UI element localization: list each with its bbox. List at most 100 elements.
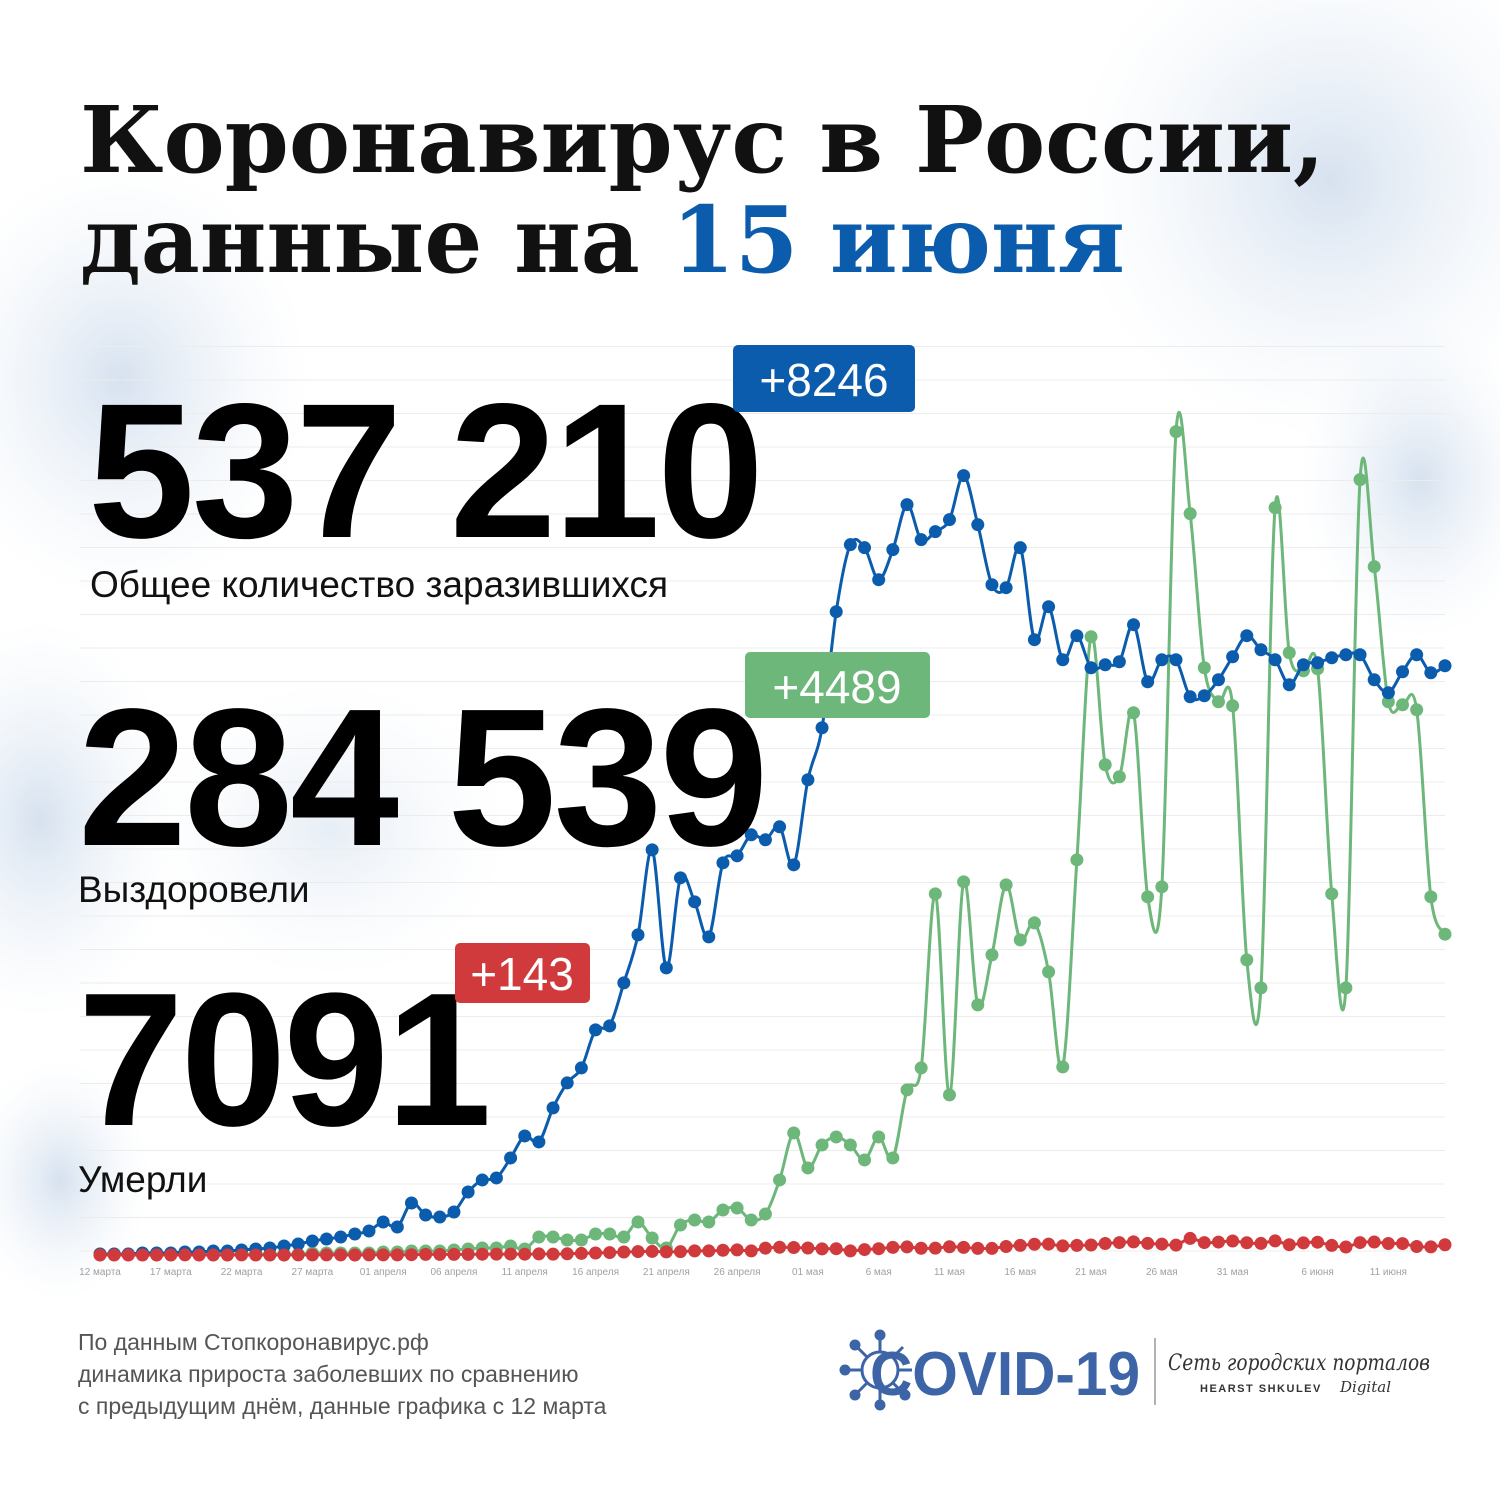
data-point bbox=[150, 1248, 164, 1262]
x-tick-label: 11 мая bbox=[934, 1267, 965, 1278]
data-point bbox=[1084, 661, 1098, 675]
x-tick-label: 16 апреля bbox=[572, 1267, 619, 1278]
data-point bbox=[320, 1248, 334, 1262]
data-point bbox=[1098, 758, 1112, 772]
x-tick-label: 6 июня bbox=[1301, 1267, 1333, 1278]
data-point bbox=[1268, 653, 1282, 667]
data-point bbox=[645, 1244, 659, 1258]
data-point bbox=[1226, 650, 1240, 664]
data-point bbox=[107, 1248, 121, 1262]
data-point bbox=[546, 1101, 560, 1115]
data-point bbox=[461, 1185, 475, 1199]
data-point bbox=[1056, 1239, 1070, 1253]
data-point bbox=[631, 1245, 645, 1259]
data-point bbox=[1027, 916, 1041, 930]
data-point bbox=[461, 1247, 475, 1261]
data-point bbox=[603, 1227, 617, 1241]
x-tick-label: 01 апреля bbox=[360, 1267, 407, 1278]
data-point bbox=[589, 1246, 603, 1260]
stat-total: 284 539 bbox=[78, 668, 766, 887]
data-point bbox=[843, 1138, 857, 1152]
data-point bbox=[744, 1244, 758, 1258]
data-point bbox=[1027, 633, 1041, 647]
data-point bbox=[928, 525, 942, 539]
data-point bbox=[1424, 666, 1438, 680]
data-point bbox=[574, 1061, 588, 1075]
data-point bbox=[291, 1237, 305, 1251]
data-point bbox=[1226, 1234, 1240, 1248]
x-tick-label: 6 мая bbox=[866, 1267, 892, 1278]
x-tick-label: 11 апреля bbox=[502, 1267, 548, 1278]
data-point bbox=[546, 1247, 560, 1261]
data-point bbox=[1424, 890, 1438, 904]
data-point bbox=[1197, 1236, 1211, 1250]
footer-text: По данным Стопкоронавирус.рф bbox=[78, 1329, 429, 1355]
data-point bbox=[433, 1210, 447, 1224]
data-point bbox=[135, 1248, 149, 1262]
data-point bbox=[773, 1240, 787, 1254]
data-point bbox=[1438, 927, 1452, 941]
data-point bbox=[787, 858, 801, 872]
data-point bbox=[843, 538, 857, 552]
data-point bbox=[1155, 653, 1169, 667]
data-point bbox=[1240, 953, 1254, 967]
data-point bbox=[942, 1088, 956, 1102]
data-point bbox=[942, 513, 956, 527]
data-point bbox=[589, 1227, 603, 1241]
x-tick-label: 21 апреля bbox=[643, 1267, 690, 1278]
data-point bbox=[1367, 1235, 1381, 1249]
data-point bbox=[1268, 501, 1282, 515]
data-point bbox=[376, 1248, 390, 1262]
data-point bbox=[1296, 1236, 1310, 1250]
data-point bbox=[702, 1244, 716, 1258]
data-point bbox=[659, 961, 673, 975]
data-point bbox=[1254, 1236, 1268, 1250]
data-point bbox=[1169, 425, 1183, 439]
data-point bbox=[334, 1248, 348, 1262]
data-point bbox=[631, 928, 645, 942]
data-point bbox=[574, 1233, 588, 1247]
data-point bbox=[758, 833, 772, 847]
data-point bbox=[886, 543, 900, 557]
data-point bbox=[1325, 1238, 1339, 1252]
data-point bbox=[829, 1242, 843, 1256]
data-point bbox=[858, 1153, 872, 1167]
data-point bbox=[504, 1247, 518, 1261]
footer-text: с предыдущим днём, данные графика с 12 м… bbox=[78, 1393, 607, 1419]
title-part: данные на bbox=[80, 186, 672, 294]
x-tick-label: 17 марта bbox=[150, 1267, 192, 1278]
data-point bbox=[518, 1247, 532, 1261]
data-point bbox=[617, 1245, 631, 1259]
data-point bbox=[1396, 665, 1410, 679]
data-point bbox=[1056, 653, 1070, 667]
data-point bbox=[504, 1151, 518, 1165]
data-point bbox=[744, 828, 758, 842]
data-point bbox=[716, 856, 730, 870]
x-tick-label: 12 марта bbox=[79, 1267, 121, 1278]
data-point bbox=[1155, 1237, 1169, 1251]
virus-icon bbox=[839, 1329, 912, 1411]
data-point bbox=[957, 875, 971, 889]
data-point bbox=[1013, 933, 1027, 947]
data-point bbox=[1254, 981, 1268, 995]
data-point bbox=[758, 1241, 772, 1255]
stat-delta: +4489 bbox=[772, 661, 901, 713]
data-point bbox=[801, 1161, 815, 1175]
data-point bbox=[730, 849, 744, 863]
data-point bbox=[1070, 1238, 1084, 1252]
data-point bbox=[971, 1241, 985, 1255]
data-point bbox=[716, 1243, 730, 1257]
data-point bbox=[447, 1247, 461, 1261]
data-point bbox=[390, 1248, 404, 1262]
stat-label: Выздоровели bbox=[78, 869, 310, 910]
decor bbox=[0, 620, 180, 1020]
data-point bbox=[985, 578, 999, 592]
data-point bbox=[1141, 890, 1155, 904]
title-date: 15 июня bbox=[672, 186, 1125, 294]
data-point bbox=[277, 1248, 291, 1262]
data-point bbox=[489, 1247, 503, 1261]
title: данные на 15 июня bbox=[80, 186, 1125, 294]
data-point bbox=[1127, 1235, 1141, 1249]
data-point bbox=[1254, 643, 1268, 657]
data-point bbox=[1183, 1231, 1197, 1245]
